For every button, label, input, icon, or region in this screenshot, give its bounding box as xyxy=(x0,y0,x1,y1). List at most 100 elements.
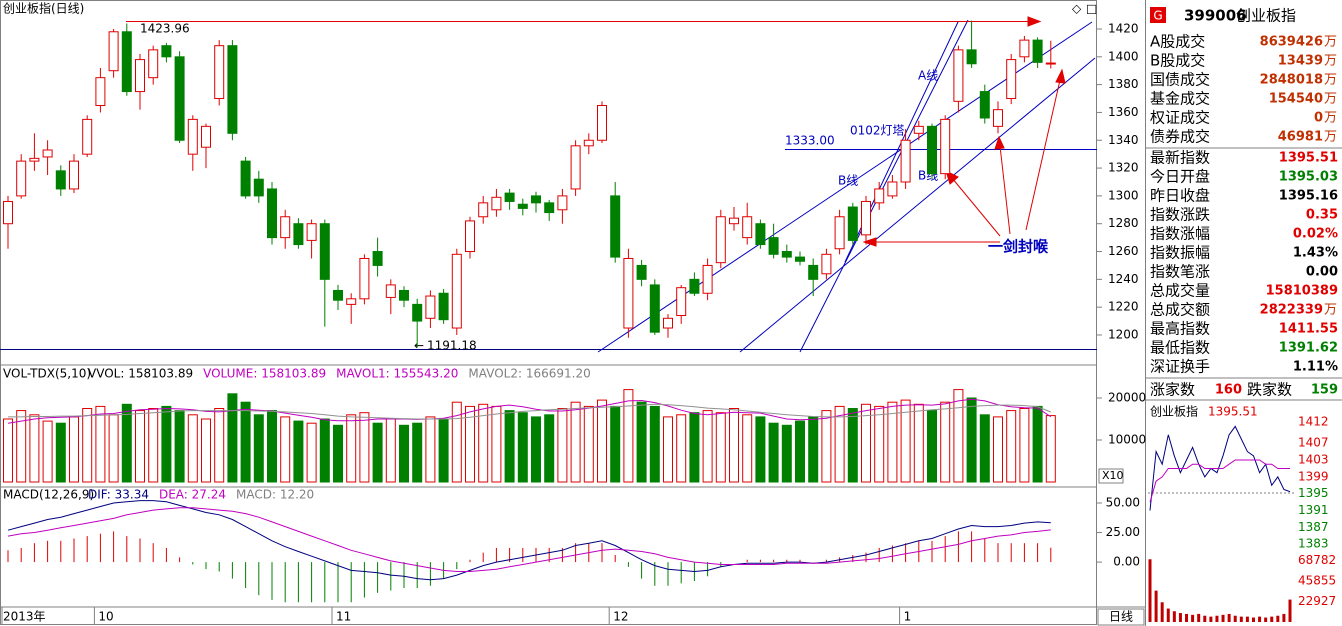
mini-line xyxy=(1149,459,1290,503)
row-value: 15810389 xyxy=(1266,284,1338,299)
tool-icon[interactable]: □ xyxy=(1086,2,1097,16)
volume-bar xyxy=(517,412,528,483)
volume-bar xyxy=(702,410,713,483)
period-tab-label[interactable]: 日线 xyxy=(1109,610,1133,624)
volume-bar xyxy=(887,401,898,483)
arrow-head xyxy=(1027,16,1042,27)
volume-bar xyxy=(966,397,977,483)
candle-body xyxy=(214,45,225,100)
row-label: 基金成交 xyxy=(1150,90,1210,108)
row-label: 总成交额 xyxy=(1150,301,1210,319)
annotation: A线 xyxy=(918,69,938,83)
volume-bar xyxy=(729,408,739,483)
y-tick-label: 0.00 xyxy=(1113,555,1140,569)
volume-bar xyxy=(121,403,132,483)
row-value: 1391.62 xyxy=(1279,341,1338,356)
volume-bar xyxy=(583,405,594,483)
mavol2-line xyxy=(8,403,1051,420)
volume-bar xyxy=(42,420,53,483)
row-label: 指数涨幅 xyxy=(1150,225,1210,243)
row-label: 指数笔涨 xyxy=(1150,263,1210,281)
candle-body xyxy=(715,216,726,264)
x-tick-label: 10 xyxy=(98,610,113,624)
candle-body xyxy=(927,125,937,175)
y-tick-label: 1200 xyxy=(1108,327,1139,341)
y-tick-label: 1340 xyxy=(1108,133,1139,147)
volume-bar xyxy=(689,412,700,483)
breadth-value: 160 xyxy=(1215,383,1242,398)
volume-bar xyxy=(95,405,106,483)
chart-title: 创业板指(日线) xyxy=(3,1,84,16)
row-value: 46981 xyxy=(1278,130,1323,145)
volume-bar xyxy=(597,399,607,483)
arrow-head xyxy=(945,170,959,185)
volume-bar xyxy=(359,412,370,483)
row-unit: 万 xyxy=(1324,54,1337,69)
volume-bar xyxy=(795,420,805,483)
row-value: 2822339 xyxy=(1260,303,1323,318)
row-value: 1.11% xyxy=(1293,360,1338,375)
volume-bar xyxy=(69,416,79,483)
candle-body xyxy=(55,170,66,190)
volume-bar xyxy=(135,410,145,483)
volume-bar xyxy=(293,420,304,483)
candle-body xyxy=(504,192,515,202)
volume-bar xyxy=(372,422,383,483)
row-label: 指数振幅 xyxy=(1150,244,1210,262)
candle-body xyxy=(227,45,238,134)
volume-bar xyxy=(478,403,489,483)
annotation: 1333.00 xyxy=(785,134,835,148)
candle-body xyxy=(861,200,871,236)
row-label: 最新指数 xyxy=(1150,149,1210,167)
panel-legend: MACD: 12.20 xyxy=(236,488,314,502)
candle-body xyxy=(649,284,660,333)
candle-body xyxy=(253,178,264,197)
candle-body xyxy=(293,223,304,246)
volume-bar xyxy=(847,408,858,483)
row-value: 13439 xyxy=(1278,54,1323,69)
volume-bar xyxy=(214,408,225,483)
y-tick-label: 1220 xyxy=(1108,300,1139,314)
candle-body xyxy=(1045,62,1056,65)
candle-body xyxy=(372,251,383,266)
panel-legend: VVOL: 158103.89 xyxy=(88,367,193,381)
code: 399006 xyxy=(1184,7,1247,25)
volume-bar xyxy=(187,414,198,483)
arrow-head xyxy=(1055,68,1066,84)
candle-body xyxy=(201,125,211,148)
scale-box xyxy=(1098,468,1124,484)
period-tab[interactable] xyxy=(1097,608,1145,626)
candle-body xyxy=(438,292,449,321)
annotation: 一剑封喉 xyxy=(988,238,1049,256)
volume-bar xyxy=(715,412,726,483)
candle-body xyxy=(451,253,462,329)
mini-y-tick-label: 1387 xyxy=(1298,520,1329,534)
breadth-label: 涨家数 xyxy=(1150,381,1195,399)
tool-icon[interactable]: ◇ xyxy=(1072,2,1082,16)
badge-text: G xyxy=(1153,9,1162,23)
volume-bar xyxy=(253,414,264,483)
arrow xyxy=(999,145,1011,235)
x-tick-label: 11 xyxy=(336,610,351,624)
candle-body xyxy=(333,289,343,301)
candle-body xyxy=(781,251,792,258)
mini-line xyxy=(1149,425,1291,511)
volume-bar xyxy=(610,405,621,483)
row-value: 0.02% xyxy=(1293,227,1338,242)
candle-body xyxy=(940,118,951,175)
mini-v-tick-label: 68782 xyxy=(1298,553,1336,567)
volume-bar xyxy=(544,414,555,483)
arrow xyxy=(951,177,1001,237)
candle-body xyxy=(623,257,634,329)
row-value: 2848018 xyxy=(1260,73,1323,88)
y-tick-label: 25.00 xyxy=(1106,525,1140,539)
row-label: 深证换手 xyxy=(1150,358,1210,376)
volume-bar xyxy=(570,401,581,483)
volume-bar xyxy=(663,416,673,483)
volume-bar xyxy=(504,410,515,483)
row-value: 0.00 xyxy=(1306,265,1338,280)
scale-note: X10 xyxy=(1102,469,1124,482)
volume-bar xyxy=(557,408,568,483)
annotation-arrows xyxy=(126,16,1066,247)
candle-body xyxy=(729,217,739,225)
